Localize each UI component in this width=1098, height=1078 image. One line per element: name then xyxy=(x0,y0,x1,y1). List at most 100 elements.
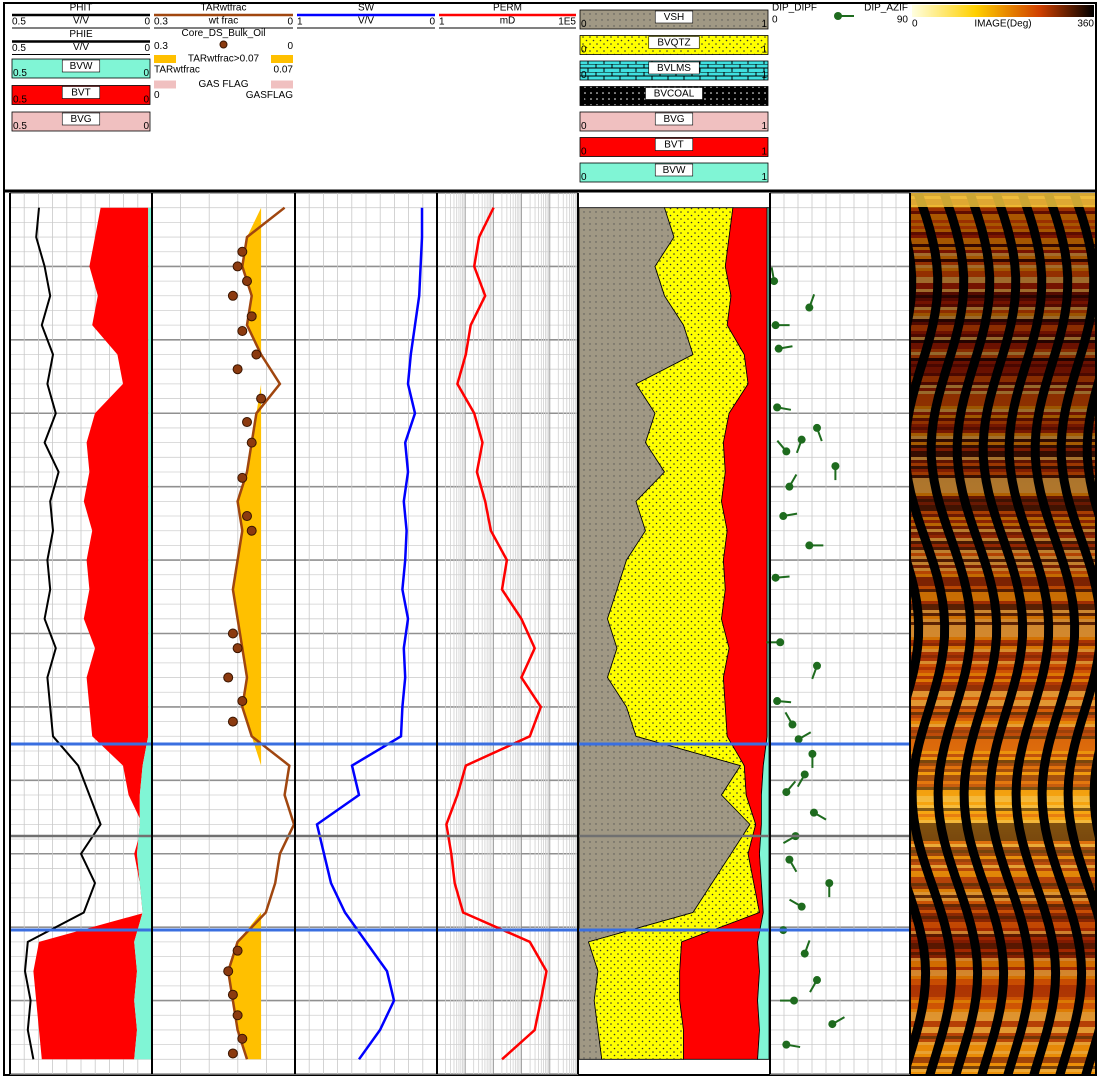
image-band xyxy=(911,880,1096,883)
scale-left: 0.3 xyxy=(154,17,168,28)
image-band xyxy=(911,841,1096,844)
scale-left: 0 xyxy=(581,172,587,183)
header-name: BVT xyxy=(664,140,683,151)
image-band xyxy=(911,232,1096,235)
image-band xyxy=(911,331,1096,334)
header-name: Core_DS_Bulk_Oil xyxy=(182,28,266,39)
scale-left: 0.3 xyxy=(154,41,168,52)
image-band xyxy=(911,1021,1096,1024)
scale-right: 0 xyxy=(287,17,293,28)
scale-right: 1 xyxy=(761,96,767,107)
core-point xyxy=(243,512,252,521)
dip-head xyxy=(773,697,781,705)
scale-right: 1 xyxy=(761,70,767,81)
dip-head xyxy=(779,512,787,520)
scale-right: 0 xyxy=(143,121,149,132)
scale-left: 0 xyxy=(581,121,587,132)
image-band xyxy=(911,742,1096,745)
image-band xyxy=(911,634,1096,637)
scale-left: 0 xyxy=(581,19,587,30)
image-band xyxy=(911,454,1096,457)
image-band xyxy=(911,886,1096,889)
well-log: PHIT0.5V/V0PHIE0.5V/V0BVW0.50BVT0.50BVG0… xyxy=(0,0,1098,1078)
core-point xyxy=(233,365,242,374)
header-unit: wt frac xyxy=(208,16,238,27)
image-band xyxy=(911,1063,1096,1066)
header-unit: V/V xyxy=(73,16,89,27)
header-unit: V/V xyxy=(358,16,374,27)
core-point xyxy=(228,990,237,999)
image-band xyxy=(911,610,1096,613)
header-unit: mD xyxy=(500,16,516,27)
image-band xyxy=(911,466,1096,469)
dip-head xyxy=(770,277,778,285)
scale-left: 0 xyxy=(581,96,587,107)
header-name: BVT xyxy=(71,88,90,99)
image-band xyxy=(911,457,1096,460)
header-name: PHIT xyxy=(70,3,93,14)
dip-head xyxy=(825,879,833,887)
core-point xyxy=(247,438,256,447)
image-band xyxy=(911,427,1096,430)
scale-right: 1 xyxy=(761,121,767,132)
header-name: BVG xyxy=(663,114,684,125)
header-name: BVW xyxy=(663,165,686,176)
image-band xyxy=(911,370,1096,373)
dip-head xyxy=(773,403,781,411)
core-point xyxy=(228,629,237,638)
core-point xyxy=(243,418,252,427)
dip-head xyxy=(805,541,813,549)
image-band xyxy=(911,697,1096,700)
core-point xyxy=(238,473,247,482)
image-band xyxy=(911,925,1096,928)
header-colorbar xyxy=(912,5,1094,17)
image-band xyxy=(911,442,1096,445)
scale-right: 1 xyxy=(761,19,767,30)
core-point xyxy=(224,673,233,682)
header-name: DIP_DIPF xyxy=(772,3,817,14)
header-name: TARwtfrac>0.07 xyxy=(188,54,260,65)
scale-left: 0 xyxy=(581,45,587,56)
core-point xyxy=(233,644,242,653)
header-name: BVQTZ xyxy=(657,38,690,49)
dip-head xyxy=(790,997,798,1005)
image-band xyxy=(911,235,1096,238)
image-band xyxy=(911,376,1096,379)
image-band xyxy=(911,559,1096,562)
dip-head xyxy=(788,721,796,729)
dip-head xyxy=(813,976,821,984)
dip-head xyxy=(795,735,803,743)
scale-left: 0 xyxy=(154,90,160,101)
image-band xyxy=(911,613,1096,616)
image-band xyxy=(911,556,1096,559)
image-band xyxy=(911,523,1096,526)
core-point xyxy=(238,1034,247,1043)
dip-head xyxy=(782,788,790,796)
image-band xyxy=(911,322,1096,325)
core-point xyxy=(228,1049,237,1058)
dip-head xyxy=(813,662,821,670)
image-band xyxy=(911,451,1096,454)
scale-right: 1 xyxy=(761,147,767,158)
core-point xyxy=(238,247,247,256)
image-band xyxy=(911,238,1096,241)
image-band xyxy=(911,448,1096,451)
scale-left: 0.5 xyxy=(13,68,27,79)
header-name: VSH xyxy=(664,12,685,23)
image-band xyxy=(911,373,1096,376)
header-name: BVG xyxy=(70,114,91,125)
image-band xyxy=(911,325,1096,328)
scale-left: TARwtfrac xyxy=(154,65,200,76)
image-band xyxy=(911,628,1096,631)
scale-left: 0.5 xyxy=(13,121,27,132)
scale-left: 0 xyxy=(912,19,918,30)
scale-right: GASFLAG xyxy=(246,90,293,101)
image-band xyxy=(911,328,1096,331)
header-name: BVW xyxy=(70,61,93,72)
scale-right: 0.07 xyxy=(274,65,294,76)
header-tadpole-head xyxy=(834,12,842,20)
header-name: GAS FLAG xyxy=(198,79,248,90)
core-point xyxy=(228,291,237,300)
core-point xyxy=(238,327,247,336)
image-band xyxy=(911,607,1096,610)
